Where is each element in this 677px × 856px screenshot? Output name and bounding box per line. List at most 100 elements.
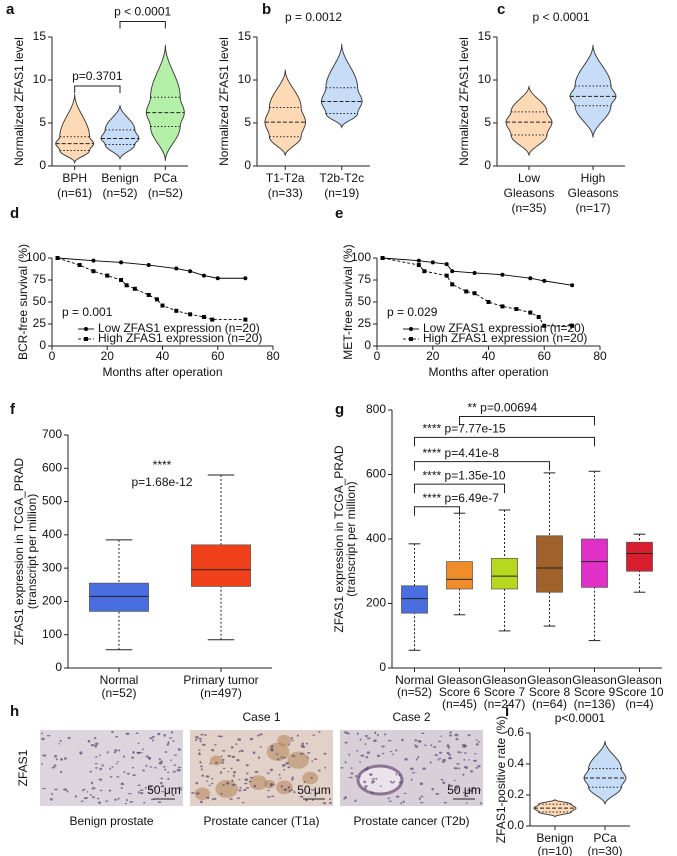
nucleus <box>364 768 368 771</box>
nucleus <box>101 764 104 767</box>
nucleus <box>111 730 114 734</box>
nucleus <box>410 778 413 781</box>
y-tick-label: 50 <box>358 294 372 308</box>
nucleus <box>414 739 418 742</box>
nucleus <box>145 755 150 758</box>
y-tick-label: 800 <box>366 402 386 416</box>
nucleus <box>131 766 134 769</box>
x-tick-label: Gleason <box>527 673 572 687</box>
nucleus <box>80 800 84 802</box>
nucleus <box>131 756 135 759</box>
nucleus <box>171 794 175 797</box>
survival-line <box>57 257 246 321</box>
x-tick-label: (n=19) <box>324 186 359 200</box>
nucleus <box>373 739 377 742</box>
nucleus <box>400 802 403 805</box>
point <box>514 307 519 312</box>
significance-bracket <box>414 483 505 494</box>
nucleus <box>230 767 233 770</box>
nucleus <box>473 753 477 755</box>
nucleus <box>132 750 135 754</box>
nucleus <box>63 788 68 791</box>
nucleus <box>424 744 427 747</box>
nucleus <box>170 759 172 762</box>
nucleus <box>371 778 376 780</box>
nucleus <box>461 743 466 746</box>
micrograph <box>40 730 183 806</box>
nucleus <box>364 785 368 788</box>
nucleus <box>310 789 315 791</box>
nucleus <box>243 788 247 791</box>
nucleus <box>470 770 473 773</box>
nucleus <box>443 801 447 804</box>
nucleus <box>454 789 457 791</box>
p-value: p = 0.029 <box>387 305 438 319</box>
nucleus <box>275 753 279 755</box>
x-tick-label: Benign <box>536 831 573 845</box>
nucleus <box>172 770 176 773</box>
point <box>188 269 193 274</box>
nucleus <box>160 777 164 780</box>
nucleus <box>124 802 128 805</box>
point <box>160 303 165 308</box>
nucleus <box>370 791 374 794</box>
nucleus <box>348 753 351 756</box>
point <box>450 282 455 287</box>
nucleus <box>54 788 58 791</box>
point <box>201 273 206 278</box>
nucleus <box>318 769 321 772</box>
point <box>464 289 469 294</box>
nucleus <box>104 800 109 802</box>
x-tick-label: (n=64) <box>532 697 567 711</box>
y-tick-label: 0 <box>364 338 371 352</box>
significance-bracket <box>459 415 595 426</box>
nucleus <box>157 801 162 804</box>
nucleus <box>318 731 321 733</box>
nucleus <box>208 784 211 787</box>
x-tick-label: PCa <box>154 171 178 185</box>
nucleus <box>233 770 236 774</box>
nucleus <box>158 761 163 765</box>
nucleus <box>162 766 166 768</box>
nucleus <box>214 761 219 764</box>
violin <box>505 85 553 156</box>
panel-label: h <box>10 703 19 720</box>
nucleus <box>368 773 373 776</box>
nucleus <box>221 761 224 765</box>
y-tick-label: 0 <box>484 158 491 172</box>
nucleus <box>440 778 444 781</box>
nucleus <box>447 746 451 749</box>
y-axis-label: ZFAS1 expression in TCGA_PRAD <box>12 458 26 646</box>
point <box>215 276 220 281</box>
y-tick-label: 75 <box>358 272 372 286</box>
nucleus <box>354 799 357 802</box>
x-tick-label: Low <box>518 171 540 185</box>
x-axis-label: Months after operation <box>428 365 548 379</box>
scale-bar-label: 50 μm <box>297 783 331 797</box>
nucleus <box>149 766 153 768</box>
nucleus <box>360 754 365 757</box>
y-tick-label: 0 <box>39 338 46 352</box>
stain <box>264 779 276 789</box>
nucleus <box>449 731 452 734</box>
nucleus <box>479 789 482 791</box>
nucleus <box>89 770 93 773</box>
x-tick-label: (n=33) <box>268 186 303 200</box>
panel-label: c <box>497 1 505 18</box>
nucleus <box>127 792 132 795</box>
nucleus <box>191 792 195 794</box>
nucleus <box>409 767 414 771</box>
image-caption: Prostate cancer (T2b) <box>353 814 469 828</box>
point <box>174 266 179 271</box>
nucleus <box>170 731 174 734</box>
nucleus <box>460 751 463 754</box>
nucleus <box>90 793 92 797</box>
nucleus <box>464 795 469 797</box>
nucleus <box>114 798 117 801</box>
nucleus <box>462 745 467 748</box>
y-axis-label: MET-free survival (%) <box>341 244 355 359</box>
nucleus <box>287 744 290 746</box>
significance-bracket <box>74 85 121 94</box>
nucleus <box>308 792 312 794</box>
